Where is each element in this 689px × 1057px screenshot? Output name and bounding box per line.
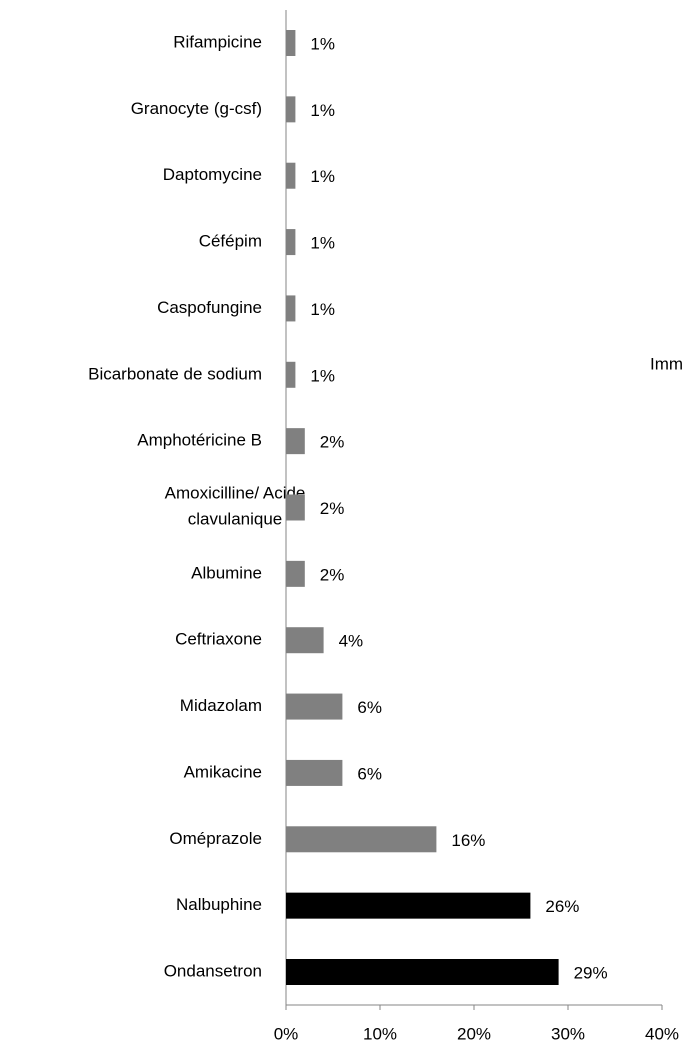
data-label: 26% [545, 897, 579, 916]
y-tick-label: Ceftriaxone [175, 630, 262, 649]
y-tick-label: Amoxicilline/ Acide clavulanique [165, 484, 306, 529]
data-label: 4% [339, 632, 364, 651]
bar [286, 162, 296, 189]
data-label: 1% [310, 366, 335, 385]
data-label: 1% [310, 300, 335, 319]
y-tick-label: Céfépim [199, 232, 262, 251]
data-label: 2% [320, 565, 345, 584]
y-tick-label: Amphotéricine B [137, 431, 262, 450]
y-tick-label: Ondansetron [164, 961, 262, 980]
bar [286, 229, 296, 256]
y-tick-label: Bicarbonate de sodium [88, 364, 262, 383]
y-tick-label: Midazolam [180, 696, 262, 715]
y-tick-label: Nalbuphine [176, 895, 262, 914]
y-tick-label: Granocyte (g-csf) [131, 99, 262, 118]
bar [286, 96, 296, 123]
data-label: 2% [320, 499, 345, 518]
x-tick-label: 0% [274, 1024, 299, 1043]
x-tick-label: 40% [645, 1024, 679, 1043]
bar [286, 428, 305, 455]
y-tick-label: Albumine [191, 563, 262, 582]
x-tick-label: 30% [551, 1024, 585, 1043]
data-label: 6% [357, 764, 382, 783]
data-label: 1% [310, 101, 335, 120]
data-label: 6% [357, 698, 382, 717]
bar [286, 295, 296, 322]
bar [286, 826, 437, 853]
bar [286, 892, 531, 919]
annotation: Imm [650, 354, 683, 373]
y-tick-label: Daptomycine [163, 165, 262, 184]
data-label: 16% [451, 831, 485, 850]
y-tick-label: Oméprazole [169, 829, 262, 848]
data-label: 1% [310, 167, 335, 186]
data-label: 1% [310, 34, 335, 53]
bar [286, 627, 324, 654]
bar [286, 30, 296, 56]
bar [286, 693, 343, 720]
bar [286, 959, 559, 985]
x-tick-label: 20% [457, 1024, 491, 1043]
bar [286, 361, 296, 388]
data-label: 1% [310, 234, 335, 253]
data-label: 29% [574, 963, 608, 982]
y-tick-label: Rifampicine [173, 32, 262, 51]
bar [286, 759, 343, 786]
y-tick-label: Caspofungine [157, 298, 262, 317]
label-line: clavulanique [188, 510, 283, 529]
x-tick-label: 10% [363, 1024, 397, 1043]
bar [286, 560, 305, 587]
label-line: Amoxicilline/ Acide [165, 484, 306, 503]
y-tick-label: Amikacine [184, 762, 262, 781]
bar [286, 494, 305, 521]
data-label: 2% [320, 433, 345, 452]
